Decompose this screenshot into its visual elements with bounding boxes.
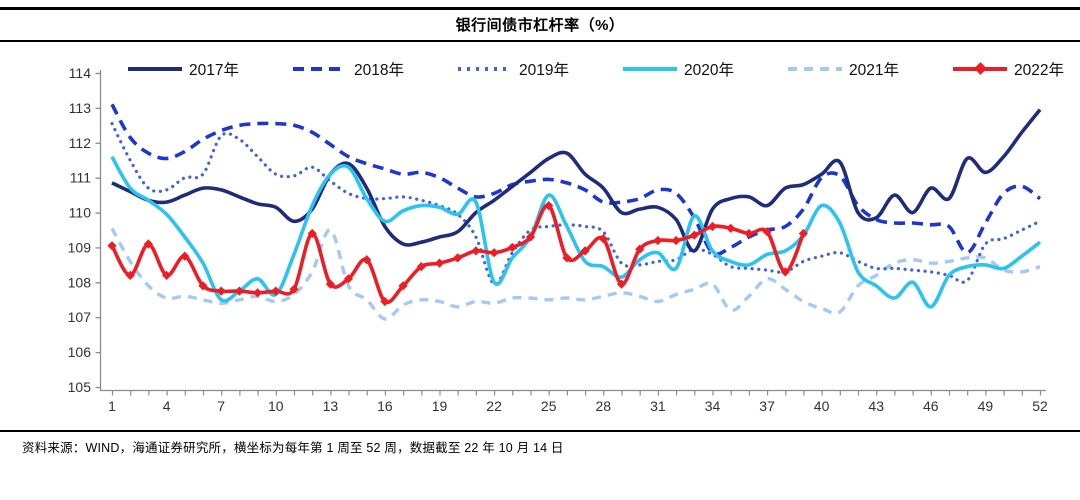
diamond-marker [726, 223, 736, 233]
series-line-2018年 [110, 103, 1042, 257]
legend-item-2019年: 2019年 [458, 58, 569, 80]
diamond-marker [598, 234, 608, 244]
series-line-2019年 [110, 122, 1042, 286]
diamond-marker [398, 281, 408, 291]
legend-label: 2018年 [354, 62, 404, 79]
leverage-ratio-line-chart: 105 106 107 108 109 110 111 112 113 114 1 4 7 10 13 16 1… [68, 65, 1048, 414]
legend-label: 2017年 [189, 62, 239, 79]
diamond-marker [689, 230, 699, 240]
diamond-marker [143, 239, 153, 249]
legend-label: 2019年 [519, 62, 569, 79]
x-tick-label: 13 [323, 398, 339, 414]
diamond-marker [471, 246, 481, 256]
diamond-marker [762, 227, 772, 237]
x-tick-label: 16 [377, 398, 393, 414]
x-tick-label: 43 [868, 398, 884, 414]
diamond-marker [525, 232, 536, 242]
x-tick-label: 10 [268, 398, 284, 414]
diamond-marker [362, 255, 372, 265]
x-tick-label: 4 [163, 398, 171, 414]
y-tick-label: 112 [69, 135, 92, 151]
diamond-marker [198, 281, 208, 291]
diamond-marker [107, 241, 117, 251]
legend-item-2021年: 2021年 [788, 58, 899, 80]
diamond-marker [507, 242, 517, 252]
legend-line-swatch [953, 62, 1007, 75]
diamond-marker [253, 288, 263, 298]
diamond-marker [289, 284, 299, 294]
y-tick-label: 109 [68, 239, 92, 255]
diamond-marker [635, 244, 645, 254]
legend-item-2020年: 2020年 [623, 58, 734, 80]
legend-item-2017年: 2017年 [128, 58, 239, 80]
legend-label: 2021年 [849, 62, 899, 79]
y-tick-label: 105 [68, 379, 92, 395]
y-tick-label: 110 [69, 205, 92, 221]
x-tick-label: 31 [650, 398, 666, 414]
legend-label: 2022年 [1014, 62, 1064, 79]
x-tick-label: 52 [1032, 398, 1048, 414]
y-tick-label: 113 [69, 100, 92, 116]
x-tick-label: 49 [978, 398, 994, 414]
legend-label: 2020年 [684, 62, 734, 79]
legend-line-swatch [788, 67, 842, 71]
chart-legend: 2017年 2018年 2019年 2020年 2021年 2022年 [128, 58, 1064, 80]
x-tick-label: 37 [759, 398, 775, 414]
title-divider-rule [0, 40, 1080, 42]
x-tick-label: 34 [705, 398, 721, 414]
top-rule [0, 7, 1080, 10]
diamond-marker [307, 228, 317, 239]
series-line-2017年 [111, 108, 1042, 253]
diamond-marker [325, 279, 335, 289]
x-tick-label: 28 [596, 398, 612, 414]
legend-item-2022年: 2022年 [953, 58, 1064, 80]
x-tick-label: 25 [541, 398, 557, 414]
y-tick-label: 107 [68, 309, 92, 325]
diamond-marker [453, 253, 463, 263]
legend-line-swatch [128, 67, 182, 71]
footer-divider-rule [0, 430, 1080, 432]
diamond-marker [544, 201, 554, 211]
diamond-marker [744, 228, 754, 239]
series-line-2020年 [110, 155, 1042, 309]
diamond-marker [653, 235, 663, 246]
diamond-marker [343, 274, 354, 284]
x-tick-label: 19 [432, 398, 448, 414]
x-tick-label: 22 [486, 398, 502, 414]
diamond-marker [707, 221, 718, 232]
legend-line-swatch [458, 67, 512, 71]
legend-line-swatch [293, 67, 347, 71]
diamond-marker [798, 228, 808, 239]
chart-title: 银行间债市杠杆率（%） [455, 17, 625, 34]
diamond-marker [580, 246, 590, 256]
y-tick-label: 108 [68, 274, 92, 290]
diamond-marker [489, 248, 499, 258]
y-tick-label: 106 [68, 344, 92, 360]
y-tick-label: 111 [70, 170, 91, 186]
diamond-marker [671, 235, 681, 246]
legend-item-2018年: 2018年 [293, 58, 404, 80]
diamond-marker [434, 258, 445, 268]
diamond-marker [180, 251, 190, 261]
diamond-marker [380, 296, 390, 307]
x-tick-label: 46 [923, 398, 939, 414]
x-tick-label: 40 [814, 398, 830, 414]
legend-line-swatch [623, 67, 677, 71]
x-tick-label: 1 [108, 398, 116, 414]
x-tick-label: 7 [217, 398, 225, 414]
data-source-note: 资料来源：WIND，海通证券研究所，横坐标为每年第 1 周至 52 周，数据截至… [22, 441, 564, 455]
y-tick-label: 114 [69, 65, 92, 81]
